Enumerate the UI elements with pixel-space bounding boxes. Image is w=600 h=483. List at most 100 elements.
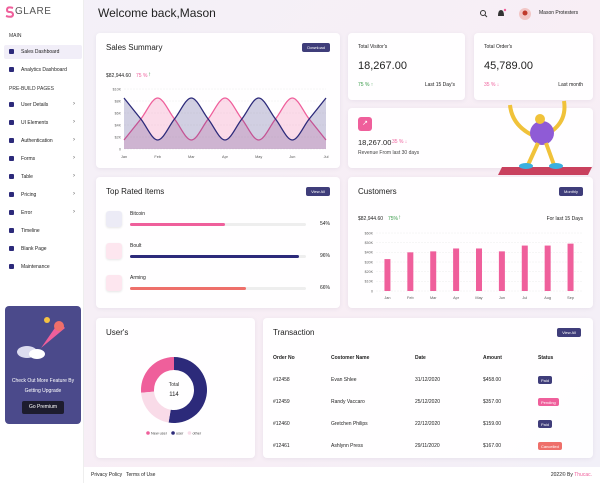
menu-icon — [9, 138, 14, 143]
table-cell: Evan Shlee — [331, 377, 357, 383]
table-cell: #12461 — [273, 443, 290, 449]
menu-label: Timeline — [21, 228, 40, 234]
up-arrow: ↑ — [148, 72, 151, 78]
stat-value: 45,789.00 — [484, 60, 533, 72]
menu-item[interactable]: Blank Page — [4, 242, 82, 256]
menu-item[interactable]: Forms › — [4, 152, 82, 166]
table-cell: Gretchen Philips — [331, 421, 368, 427]
table-cell: 25/12/2020 — [415, 399, 441, 405]
x-tick-label: Aug — [544, 296, 551, 300]
y-tick-label: $40K — [365, 251, 374, 255]
status-badge: Cancelled — [538, 442, 562, 450]
bar — [476, 248, 482, 291]
bar — [567, 243, 574, 291]
promo-text: Check Out More Feature By Getting Upgrad… — [11, 378, 75, 394]
item-icon — [106, 211, 122, 227]
chevron: › — [73, 173, 75, 179]
bar — [384, 259, 391, 291]
menu-item[interactable]: Sales Dashboard — [4, 45, 82, 59]
menu-icon — [9, 49, 14, 54]
header-icons — [480, 8, 531, 20]
section-title: MAIN — [9, 33, 22, 39]
bar — [430, 251, 437, 291]
visitors-card: Total Visitor's 18,267.00 75 % ↑ Last 15… — [348, 33, 465, 100]
table-cell: Ashlynn Press — [331, 443, 363, 449]
legend-swatch — [146, 431, 150, 435]
menu-label: Authentication — [21, 138, 53, 144]
y-tick-label: $50K — [365, 241, 374, 245]
menu-item[interactable]: UI Elements › — [4, 116, 82, 130]
card-title: Customers — [358, 187, 397, 196]
change: 35 % — [392, 139, 404, 145]
change: 75 % — [136, 73, 148, 79]
bar — [453, 248, 460, 291]
monthly-button[interactable]: Monthly — [558, 187, 583, 196]
stat-period: Last month — [558, 82, 583, 88]
menu-icon — [9, 120, 14, 125]
chevron: › — [73, 137, 75, 143]
menu-item[interactable]: Pricing › — [4, 188, 82, 202]
menu-item[interactable]: Authentication › — [4, 134, 82, 148]
table-cell: $357.00 — [483, 399, 502, 405]
column-header: Costomer Name — [331, 355, 370, 361]
menu-item[interactable]: Table › — [4, 170, 82, 184]
menu-item[interactable]: Maintenance — [4, 260, 82, 274]
menu-label: Pricing — [21, 192, 37, 198]
menu-icon — [9, 174, 14, 179]
footer: Privacy Policy Terms of Use 2022© By Thu… — [84, 467, 600, 483]
x-tick-label: Feb — [407, 296, 414, 300]
download-button[interactable]: Download — [302, 43, 330, 52]
table-cell: #12459 — [273, 399, 290, 405]
x-tick-label: Jul — [324, 155, 329, 159]
change: 75% — [388, 216, 399, 222]
revenue-icon: ↗ — [358, 117, 372, 131]
stat-period: Last 15 Day's — [424, 82, 455, 88]
column-header: Order No — [273, 355, 295, 361]
footer-link[interactable]: Terms of Use — [126, 472, 156, 478]
table-cell: $167.00 — [483, 443, 502, 449]
menu-icon — [9, 156, 14, 161]
bar — [498, 251, 505, 291]
amount: $82,944.60 — [358, 216, 384, 222]
menu-label: UI Elements — [21, 120, 49, 126]
table-cell: 29/11/2020 — [415, 443, 440, 449]
x-tick-label: Mar — [430, 296, 437, 300]
menu-label: Forms — [21, 156, 36, 162]
menu-item[interactable]: Analytics Dashboard — [4, 63, 82, 77]
y-tick-label: $10K — [365, 280, 374, 284]
menu-icon — [9, 102, 14, 107]
sales-card: Sales Summary Download $82,944.60 75 % ↑… — [96, 33, 340, 168]
x-tick-label: Sep — [567, 296, 574, 300]
card-title: Sales Summary — [106, 43, 163, 52]
view-all-button[interactable]: View All — [306, 187, 330, 196]
line — [123, 97, 327, 141]
legend-label: New user — [151, 431, 168, 435]
revenue-value: 18,267.00 — [358, 138, 392, 147]
menu-item[interactable]: User Details › — [4, 98, 82, 112]
card-title: Transaction — [273, 328, 315, 337]
transaction-card: Transaction View All Order No Costomer Na… — [263, 318, 593, 458]
menu-item[interactable]: Timeline — [4, 224, 82, 238]
menu-item[interactable]: Error › — [4, 206, 82, 220]
item-percent: 96% — [319, 253, 330, 259]
view-all-button[interactable]: View All — [557, 328, 581, 337]
table-cell: Randy Vaccaro — [331, 399, 365, 405]
customers-card: Customers Monthly $82,944.60 75% ↑ For l… — [348, 177, 593, 308]
stat-value: 18,267.00 — [358, 60, 407, 72]
item-name: Boult — [130, 243, 142, 249]
item-icon — [106, 243, 122, 259]
x-tick-label: Jan — [121, 155, 127, 159]
menu-label: Error — [21, 210, 33, 216]
premium-button[interactable]: Go Premium — [22, 401, 64, 414]
copyright: 2022© By Thucac. — [551, 472, 592, 478]
stat-change: 35 % ↓ — [484, 82, 500, 88]
footer-link[interactable]: Privacy Policy — [91, 472, 123, 478]
section-title: PRE-BUILD PAGES — [9, 86, 54, 92]
y-tick-label: $60K — [365, 231, 374, 235]
revenue-description: Revenue From last 30 days — [358, 150, 420, 156]
brand: GLARE — [15, 6, 52, 17]
promo-illustration — [17, 317, 65, 359]
menu-icon — [9, 67, 14, 72]
change: 75 % — [358, 82, 370, 88]
